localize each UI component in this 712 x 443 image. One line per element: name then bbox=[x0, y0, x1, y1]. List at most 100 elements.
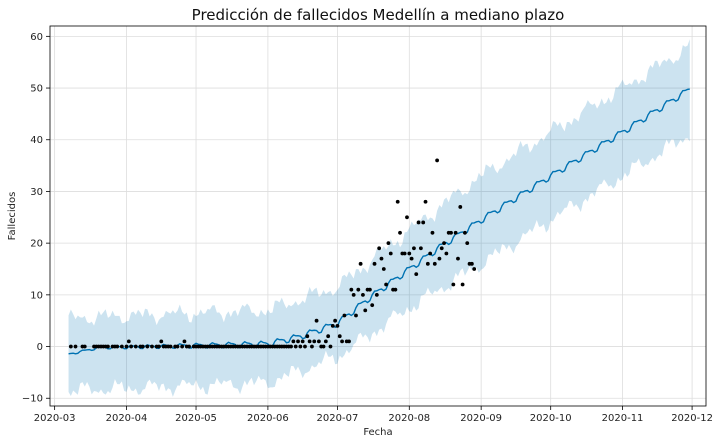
observed-point bbox=[374, 292, 379, 297]
observed-point bbox=[469, 261, 474, 266]
observed-point bbox=[412, 246, 416, 251]
observed-point bbox=[456, 256, 460, 261]
observed-point bbox=[296, 339, 300, 344]
observed-point bbox=[347, 339, 351, 344]
observed-point bbox=[449, 230, 453, 235]
observed-point bbox=[370, 303, 375, 308]
observed-point bbox=[458, 205, 463, 209]
x-axis-label: Fecha bbox=[363, 427, 392, 438]
y-tick-label: 20 bbox=[30, 239, 43, 250]
y-tick-label: 10 bbox=[30, 290, 43, 301]
x-tick-label: 2020-07 bbox=[317, 413, 359, 424]
observed-point bbox=[293, 344, 298, 349]
observed-point bbox=[472, 267, 477, 271]
observed-point bbox=[384, 282, 389, 287]
observed-point bbox=[356, 287, 361, 292]
y-axis-ticks: −10 0 10 20 30 40 50 60 bbox=[22, 32, 50, 405]
observed-point bbox=[407, 251, 412, 256]
observed-point bbox=[453, 230, 458, 235]
observed-point bbox=[379, 256, 384, 261]
observed-point bbox=[140, 344, 145, 349]
observed-point bbox=[439, 246, 444, 251]
x-tick-label: 2020-04 bbox=[106, 413, 148, 424]
y-axis-label: Fallecidos bbox=[7, 192, 18, 241]
observed-point bbox=[409, 256, 414, 261]
observed-point bbox=[145, 344, 150, 349]
observed-point bbox=[340, 339, 344, 344]
observed-point bbox=[168, 344, 173, 349]
observed-point bbox=[416, 220, 421, 225]
plot-frame bbox=[49, 25, 707, 407]
y-tick-label: 50 bbox=[30, 84, 43, 95]
y-tick-label: 0 bbox=[37, 342, 43, 353]
observed-point bbox=[314, 318, 319, 323]
observed-point bbox=[330, 323, 335, 328]
observed-point bbox=[367, 287, 372, 292]
x-tick-label: 2020-12 bbox=[671, 413, 712, 424]
observed-point bbox=[291, 339, 296, 344]
y-tick-label: −10 bbox=[22, 394, 43, 405]
plot-background bbox=[50, 26, 706, 406]
observed-point bbox=[180, 344, 185, 349]
observed-point bbox=[465, 241, 470, 246]
observed-point bbox=[106, 344, 110, 349]
observed-point bbox=[444, 251, 449, 256]
observed-point bbox=[349, 287, 354, 292]
observed-point bbox=[463, 230, 467, 235]
observed-point bbox=[310, 344, 314, 349]
observed-point bbox=[119, 344, 124, 349]
observed-point bbox=[414, 272, 419, 277]
observed-point bbox=[312, 339, 317, 344]
x-tick-label: 2020-09 bbox=[460, 413, 502, 424]
observed-point bbox=[451, 282, 456, 287]
observed-point bbox=[182, 339, 187, 344]
observed-point bbox=[300, 339, 305, 344]
x-tick-label: 2020-08 bbox=[388, 413, 430, 424]
chart-title: Predicción de fallecidos Medellín a medi… bbox=[192, 6, 565, 24]
observed-point bbox=[372, 261, 377, 266]
observed-point bbox=[432, 261, 437, 266]
observed-point bbox=[425, 261, 430, 266]
observed-point bbox=[398, 230, 402, 235]
observed-point bbox=[361, 292, 365, 297]
observed-point bbox=[126, 339, 131, 344]
observed-point bbox=[175, 344, 180, 349]
observed-point bbox=[82, 344, 87, 349]
observed-point bbox=[430, 230, 435, 235]
x-tick-label: 2020-05 bbox=[175, 413, 217, 424]
x-axis-ticks: 2020-03 2020-04 2020-05 2020-06 2020-07 2020-… bbox=[34, 406, 712, 424]
observed-point bbox=[307, 339, 312, 344]
observed-point bbox=[328, 344, 333, 349]
observed-point bbox=[337, 334, 342, 339]
observed-point bbox=[115, 344, 120, 349]
observed-point bbox=[381, 267, 386, 271]
observed-point bbox=[437, 256, 442, 261]
observed-point bbox=[321, 344, 326, 349]
observed-point bbox=[395, 199, 400, 204]
observed-point bbox=[150, 344, 154, 349]
observed-point bbox=[73, 344, 78, 349]
observed-point bbox=[316, 339, 321, 344]
observed-point bbox=[354, 313, 358, 318]
observed-point bbox=[124, 344, 129, 349]
grid-lines bbox=[50, 26, 706, 406]
uncertainty-band bbox=[68, 39, 690, 397]
y-tick-label: 40 bbox=[30, 135, 43, 146]
observed-point bbox=[435, 158, 440, 163]
observed-point bbox=[428, 251, 433, 256]
y-tick-label: 60 bbox=[30, 32, 43, 43]
observed-point bbox=[289, 344, 293, 349]
observed-point bbox=[358, 261, 363, 266]
observed-point bbox=[377, 246, 382, 251]
x-tick-label: 2020-11 bbox=[602, 413, 644, 424]
observed-point bbox=[351, 292, 356, 297]
observed-point bbox=[386, 241, 391, 246]
observed-point bbox=[335, 323, 340, 328]
x-tick-label: 2020-10 bbox=[530, 413, 572, 424]
observed-point bbox=[133, 344, 138, 349]
x-tick-label: 2020-06 bbox=[247, 413, 289, 424]
observed-point bbox=[68, 344, 73, 349]
observed-points bbox=[68, 158, 477, 349]
